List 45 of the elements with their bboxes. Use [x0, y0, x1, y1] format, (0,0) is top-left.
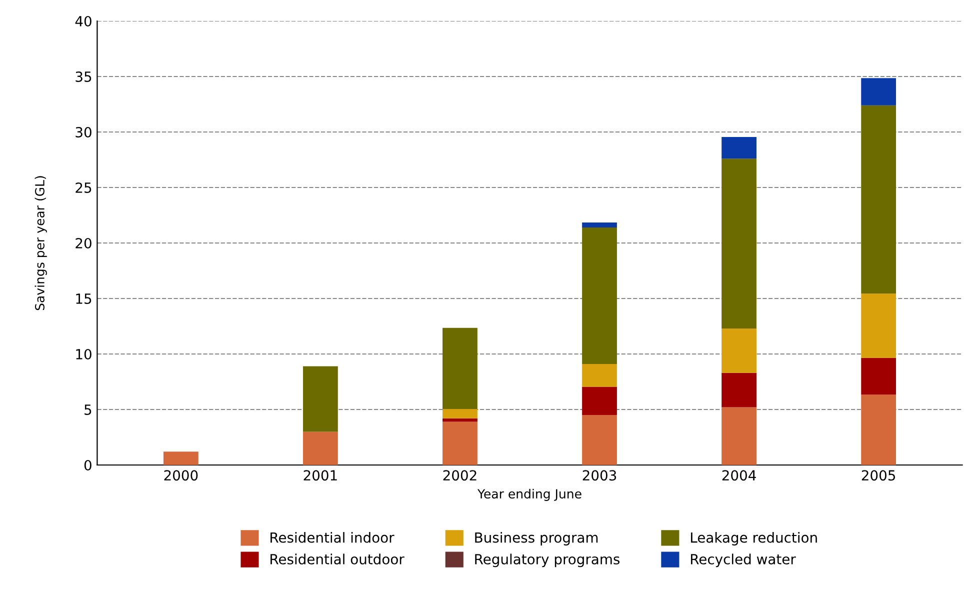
x-tick-label: 2003: [582, 470, 616, 481]
y-tick-label: 30: [76, 126, 92, 138]
bar: [442, 408, 478, 418]
bar: [722, 328, 756, 373]
bar: [861, 394, 896, 465]
bar: [861, 105, 896, 294]
y-tick-label: 15: [76, 294, 92, 304]
legend-label: Residential outdoor: [270, 554, 404, 564]
y-tick-label: 35: [76, 71, 92, 82]
y-tick-label: 40: [75, 16, 92, 26]
bar: [861, 358, 896, 395]
legend-label: Residential indoor: [270, 532, 394, 543]
bar: [722, 158, 756, 328]
x-axis-title: Year ending June: [477, 488, 582, 501]
bar: [861, 294, 896, 358]
y-tick-label: 0: [84, 460, 92, 470]
y-tick-label: 5: [84, 404, 92, 415]
x-tick-label: 2002: [443, 470, 476, 481]
bar: [722, 136, 756, 159]
bar: [303, 432, 338, 465]
bar: [582, 364, 617, 387]
bar: [303, 366, 338, 432]
y-tick-label: 25: [76, 182, 92, 193]
bar: [163, 452, 198, 465]
bar: [582, 222, 617, 228]
x-tick-label: 2000: [164, 470, 198, 481]
legend-label: Business program: [475, 532, 598, 546]
bar: [442, 418, 478, 422]
legend-label: Regulatory programs: [475, 554, 620, 568]
bar: [442, 422, 478, 465]
bar: [582, 386, 617, 416]
y-tick-label: 10: [76, 348, 92, 360]
legend-label: Leakage reduction: [690, 532, 817, 546]
x-tick-label: 2004: [722, 470, 756, 481]
y-axis-title: Savings per year (GL): [34, 176, 47, 310]
x-tick-label: 2001: [304, 470, 337, 481]
y-tick-label: 20: [76, 238, 92, 248]
legend-label: Recycled water: [690, 554, 796, 568]
bar: [582, 227, 617, 364]
x-tick-label: 2005: [862, 470, 896, 481]
bar: [582, 415, 617, 465]
bar: [722, 407, 756, 465]
bar: [861, 78, 896, 106]
bar: [442, 328, 478, 409]
bar: [722, 372, 756, 408]
